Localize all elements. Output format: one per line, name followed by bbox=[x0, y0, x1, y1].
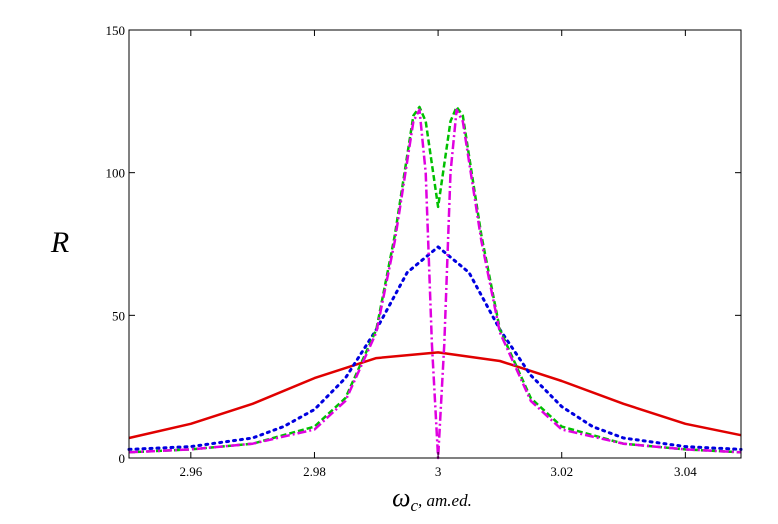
x-tick-label: 3.04 bbox=[674, 464, 697, 479]
x-tick-label: 3 bbox=[435, 464, 442, 479]
x-tick-label: 2.96 bbox=[179, 464, 202, 479]
x-tick-label: 2.98 bbox=[303, 464, 326, 479]
y-tick-label: 150 bbox=[106, 23, 126, 38]
y-tick-label: 0 bbox=[119, 451, 126, 466]
x-axis-label: ωc, am.ed. bbox=[392, 483, 472, 515]
axis-layer bbox=[128, 29, 742, 459]
tick-label-layer: 2.96 2.98 3 3.02 3.04 0 50 100 150 bbox=[106, 23, 698, 479]
series-line-1 bbox=[128, 351, 742, 440]
series-line-4 bbox=[128, 108, 742, 460]
series-line-3 bbox=[128, 105, 742, 454]
x-axis-subscript: c bbox=[410, 496, 418, 515]
plot-frame bbox=[128, 29, 742, 459]
x-axis-symbol: ω bbox=[392, 483, 410, 512]
y-tick-label: 100 bbox=[106, 166, 126, 181]
series-layer bbox=[127, 105, 743, 460]
y-axis-label: R bbox=[50, 226, 69, 259]
x-tick-label: 3.02 bbox=[550, 464, 573, 479]
y-tick-label: 50 bbox=[112, 308, 125, 323]
x-axis-unit: , am.ed. bbox=[418, 491, 472, 510]
series-line-2 bbox=[127, 245, 743, 451]
